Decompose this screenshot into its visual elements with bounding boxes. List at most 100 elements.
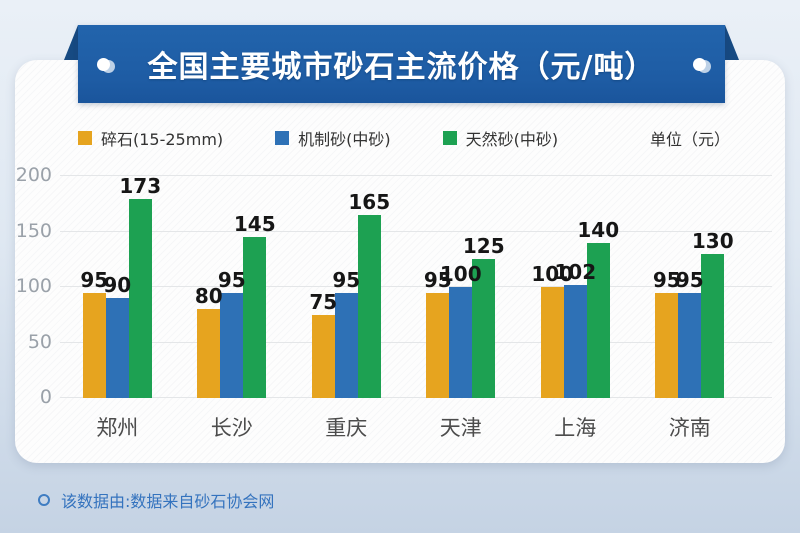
legend-item-natural-sand: 天然砂(中砂) [442, 126, 559, 150]
bar-value-label: 140 [577, 217, 620, 242]
data-source-note: 该数据由:数据来自砂石协会网 [38, 488, 274, 512]
bar-group-济南: 95 95 130 [652, 176, 734, 398]
bar-column: 145 [234, 176, 276, 398]
y-axis-tick-label: 0 [39, 386, 52, 408]
bar-value-label: 95 [332, 267, 361, 292]
y-axis-tick-label: 100 [15, 275, 52, 297]
bar-机制砂(中砂)-重庆 [334, 292, 358, 398]
chart-legend: 碎石(15-25mm) 机制砂(中砂) 天然砂(中砂) 单位（元） [15, 126, 785, 150]
gridline [60, 341, 772, 343]
bar-group-上海: 100 102 140 [531, 176, 619, 398]
y-axis-tick-label: 200 [15, 164, 52, 186]
bar-碎石(15-25mm)-天津 [426, 292, 450, 398]
bar-value-label: 125 [462, 234, 505, 259]
bar-value-label: 100 [439, 262, 482, 286]
bar-column: 95 [80, 176, 109, 398]
x-axis-label-郑州: 郑州 [96, 416, 139, 440]
bar-机制砂(中砂)-长沙 [220, 292, 244, 398]
gridline [60, 175, 772, 176]
legend-swatch-natural-sand [442, 131, 457, 145]
legend-swatch-manufactured-sand [275, 131, 290, 145]
x-axis-label-济南: 济南 [668, 416, 711, 440]
bar-column: 90 [103, 176, 132, 398]
bar-value-label: 173 [119, 174, 162, 198]
legend-label: 天然砂(中砂) [465, 130, 559, 149]
bar-value-label: 95 [80, 267, 109, 292]
bar-机制砂(中砂)-上海 [563, 284, 587, 398]
legend-label: 机制砂(中砂) [298, 130, 391, 149]
x-axis-label-重庆: 重庆 [325, 416, 368, 440]
bar-column: 95 [217, 176, 246, 398]
bar-天然砂(中砂)-重庆 [357, 214, 381, 398]
bar-碎石(15-25mm)-郑州 [82, 292, 106, 398]
gridline [60, 286, 772, 287]
x-axis-label-长沙: 长沙 [210, 416, 253, 440]
bar-column: 173 [119, 176, 161, 398]
bar-碎石(15-25mm)-上海 [540, 287, 564, 398]
bar-value-label: 75 [309, 289, 338, 314]
bar-机制砂(中砂)-济南 [678, 292, 702, 398]
bar-机制砂(中砂)-郑州 [105, 298, 129, 398]
data-source-text: 该数据由:数据来自砂石协会网 [61, 492, 275, 511]
banner-dot-left-icon [96, 57, 110, 71]
x-axis-labels: 郑州 长沙 重庆 天津 上海 济南 [60, 412, 747, 442]
unit-label: 单位（元） [649, 130, 730, 149]
bar-value-label: 145 [233, 212, 276, 237]
bar-column: 95 [423, 176, 452, 398]
bar-column: 140 [577, 176, 619, 398]
bar-value-label: 102 [554, 259, 597, 284]
banner-ribbon-fold-right [725, 25, 739, 60]
bar-group-长沙: 80 95 145 [194, 176, 276, 398]
y-axis-tick-label: 50 [27, 330, 52, 353]
gridline [60, 397, 772, 398]
bar-value-label: 100 [531, 262, 574, 286]
bar-机制砂(中砂)-天津 [449, 287, 473, 398]
bar-碎石(15-25mm)-重庆 [311, 314, 335, 398]
bar-value-label: 95 [652, 267, 681, 292]
bar-column: 80 [194, 176, 223, 398]
bar-value-label: 95 [675, 267, 704, 292]
bar-column: 100 [531, 176, 573, 398]
chart-grid: 0 50 100 150 200 [16, 166, 772, 407]
legend-item-crushed-stone: 碎石(15-25mm) [78, 126, 223, 150]
bar-column: 75 [309, 176, 338, 398]
bar-group-天津: 95 100 125 [423, 176, 505, 398]
bar-天然砂(中砂)-天津 [472, 259, 496, 398]
y-axis-tick-label: 150 [15, 219, 52, 242]
bar-value-label: 90 [103, 273, 132, 298]
bar-column: 130 [692, 176, 734, 398]
bar-天然砂(中砂)-济南 [701, 253, 725, 398]
bar-碎石(15-25mm)-济南 [655, 292, 679, 398]
bar-column: 165 [348, 176, 390, 398]
bar-value-label: 95 [423, 267, 452, 292]
bar-碎石(15-25mm)-长沙 [197, 309, 221, 398]
legend-label: 碎石(15-25mm) [101, 130, 224, 149]
banner-ribbon-fold-left [64, 25, 78, 60]
bar-column: 95 [675, 176, 704, 398]
bar-value-label: 80 [194, 284, 223, 309]
title-banner: 全国主要城市砂石主流价格（元/吨） [78, 25, 725, 103]
legend-item-manufactured-sand: 机制砂(中砂) [275, 126, 391, 150]
bar-天然砂(中砂)-长沙 [243, 237, 267, 398]
bar-column: 95 [652, 176, 681, 398]
circle-bullet-icon [38, 494, 50, 506]
banner-dot-right-icon [693, 57, 707, 71]
bar-column: 95 [332, 176, 361, 398]
bar-group-郑州: 95 90 173 [80, 176, 161, 398]
bar-value-label: 95 [217, 267, 246, 292]
bar-group-重庆: 75 95 165 [309, 176, 390, 398]
bar-column: 100 [440, 176, 482, 398]
gridline [60, 230, 772, 232]
bar-column: 125 [463, 176, 505, 398]
x-axis-label-上海: 上海 [554, 416, 597, 440]
bar-天然砂(中砂)-上海 [586, 242, 610, 398]
chart-card: 碎石(15-25mm) 机制砂(中砂) 天然砂(中砂) 单位（元） 0 50 100… [15, 60, 785, 463]
bar-天然砂(中砂)-郑州 [128, 199, 152, 398]
bar-value-label: 165 [348, 189, 391, 214]
plot-area: 95 90 173 80 95 145 75 95 165 95 100 125 100 102 140 95… [60, 176, 747, 398]
bar-column: 102 [554, 176, 596, 398]
page-title: 全国主要城市砂石主流价格（元/吨） [147, 50, 656, 85]
bar-value-label: 130 [691, 228, 734, 253]
legend-swatch-crushed-stone [78, 131, 92, 145]
x-axis-label-天津: 天津 [439, 416, 482, 440]
